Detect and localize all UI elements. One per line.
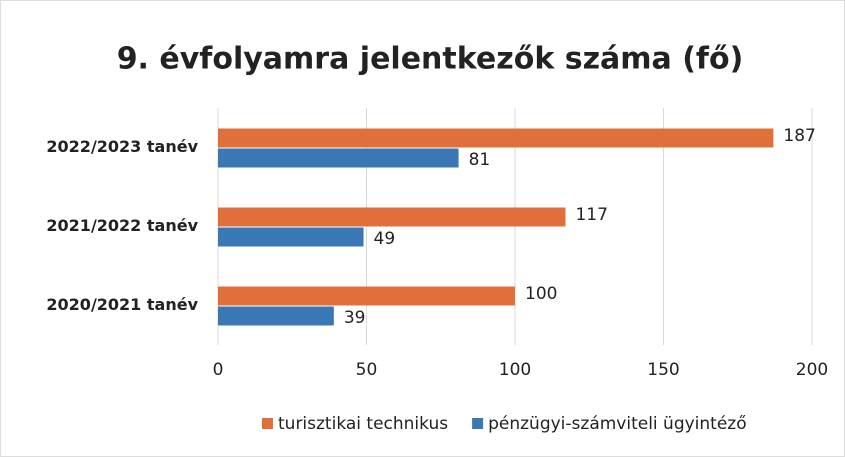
- x-tick-label: 200: [796, 360, 828, 380]
- data-label: 49: [374, 229, 396, 249]
- bar: [218, 207, 566, 227]
- legend-label: turisztikai technikus: [278, 414, 448, 434]
- legend-swatch: [262, 418, 273, 429]
- y-tick-label: 2022/2023 tanév: [46, 137, 198, 156]
- data-label: 117: [575, 205, 607, 225]
- x-tick-label: 50: [356, 360, 378, 380]
- bar: [218, 286, 515, 306]
- data-label: 39: [344, 308, 366, 328]
- y-tick-label: 2020/2021 tanév: [46, 295, 198, 314]
- y-tick-label: 2021/2022 tanév: [46, 216, 198, 235]
- x-tick-label: 150: [647, 360, 679, 380]
- bar: [218, 148, 459, 168]
- bar: [218, 227, 364, 247]
- data-label: 187: [783, 126, 815, 146]
- data-label: 100: [525, 284, 557, 304]
- x-tick-label: 0: [213, 360, 224, 380]
- legend-swatch: [472, 418, 484, 429]
- x-tick-label: 100: [499, 360, 531, 380]
- bar: [218, 128, 774, 148]
- chart-title: 9. évfolyamra jelentkezők száma (fő): [117, 42, 744, 77]
- data-label: 81: [469, 150, 491, 170]
- bar: [218, 306, 334, 326]
- legend-label: pénzügyi-számviteli ügyintéző: [488, 414, 747, 434]
